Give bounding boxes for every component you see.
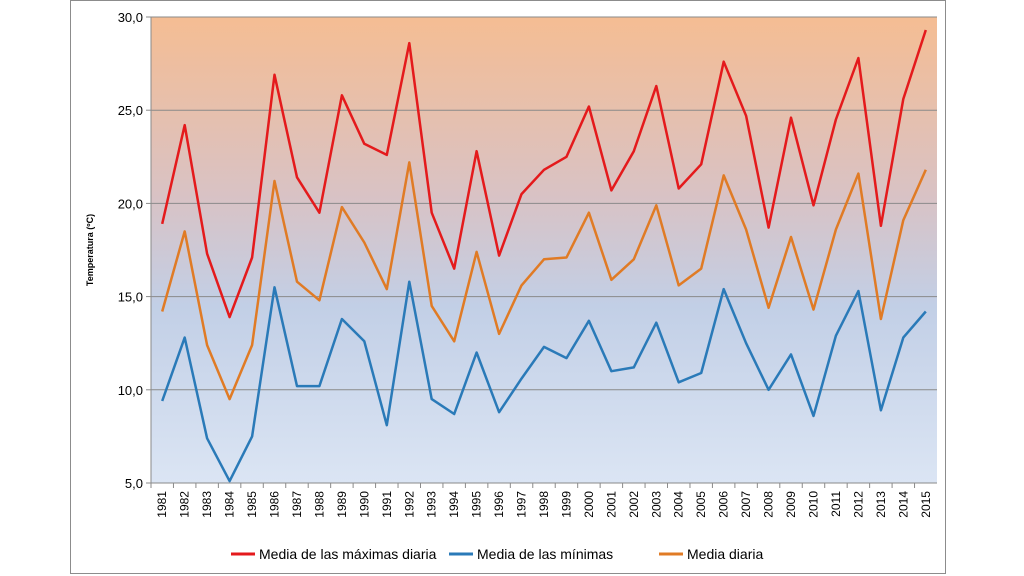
x-tick-label: 2004 bbox=[672, 491, 686, 518]
chart-frame: 5,0 10,0 15,0 20,0 25,0 30,0 1981 1982 1983 1984… bbox=[70, 0, 946, 574]
x-tick-label: 2014 bbox=[896, 491, 910, 518]
x-tick-label: 1998 bbox=[537, 491, 551, 518]
x-tick-label: 2001 bbox=[604, 491, 618, 518]
x-tick-label: 1983 bbox=[200, 491, 214, 518]
x-tick-label: 1985 bbox=[245, 491, 259, 518]
x-tick-label: 2006 bbox=[717, 491, 731, 518]
x-tick-label: 1994 bbox=[447, 491, 461, 518]
y-tick-label: 30,0 bbox=[118, 10, 143, 25]
y-tick-label: 10,0 bbox=[118, 383, 143, 398]
x-tick-label: 1995 bbox=[470, 491, 484, 518]
x-tick-label: 1996 bbox=[492, 491, 506, 518]
x-tick-label: 1999 bbox=[559, 491, 573, 518]
y-tick-label: 5,0 bbox=[125, 476, 143, 491]
x-tick-label: 1989 bbox=[335, 491, 349, 518]
x-tick-label: 1997 bbox=[515, 491, 529, 518]
y-tick-label: 20,0 bbox=[118, 196, 143, 211]
series-line-2 bbox=[161, 280, 927, 483]
x-tick-label: 2000 bbox=[582, 491, 596, 518]
x-tick-label: 1986 bbox=[268, 491, 282, 518]
x-tick-label: 1988 bbox=[312, 491, 326, 518]
x-tick-label: 2009 bbox=[784, 491, 798, 518]
series-line-3 bbox=[160, 161, 927, 401]
x-tick-label: 1984 bbox=[223, 491, 237, 518]
x-tick-label: 2012 bbox=[851, 491, 865, 518]
line-chart: 5,0 10,0 15,0 20,0 25,0 30,0 1981 1982 1983 1984… bbox=[85, 10, 937, 562]
x-tick-label: 2002 bbox=[627, 491, 641, 518]
series-lines bbox=[160, 29, 927, 483]
x-tick-label: 1993 bbox=[425, 491, 439, 518]
y-tick-label: 25,0 bbox=[118, 103, 143, 118]
x-tick-label: 1987 bbox=[290, 491, 304, 518]
x-tick-label: 2008 bbox=[762, 491, 776, 518]
x-tick-label: 1990 bbox=[357, 491, 371, 518]
legend: Media de las máximas diaria Media de las … bbox=[231, 546, 763, 562]
legend-item: Media de las mínimas bbox=[449, 546, 613, 562]
series-line-1 bbox=[160, 29, 927, 319]
x-axis-ticks: 1981 1982 1983 1984 1985 1986 1987 1988 1989 1990… bbox=[150, 483, 933, 518]
x-tick-label: 1982 bbox=[178, 491, 192, 518]
x-tick-label: 1981 bbox=[155, 491, 169, 518]
y-axis-label: Temperatura (ºC) bbox=[85, 214, 95, 286]
legend-item: Media de las máximas diaria bbox=[231, 546, 437, 562]
legend-label: Media de las máximas diaria bbox=[259, 546, 437, 562]
axes bbox=[150, 17, 937, 484]
x-tick-label: 1992 bbox=[402, 491, 416, 518]
x-tick-label: 2013 bbox=[874, 491, 888, 518]
plot-area bbox=[151, 17, 937, 483]
legend-label: Media diaria bbox=[687, 546, 763, 562]
x-tick-label: 2003 bbox=[649, 491, 663, 518]
x-tick-label: 2015 bbox=[919, 491, 933, 518]
y-tick-label: 15,0 bbox=[118, 290, 143, 305]
x-tick-label: 2010 bbox=[806, 491, 820, 518]
legend-label: Media de las mínimas bbox=[477, 546, 613, 562]
x-tick-label: 2007 bbox=[739, 491, 753, 518]
x-tick-label: 2011 bbox=[829, 491, 843, 517]
x-tick-label: 2005 bbox=[694, 491, 708, 518]
x-tick-label: 1991 bbox=[380, 491, 394, 518]
legend-item: Media diaria bbox=[659, 546, 763, 562]
y-axis-ticks: 5,0 10,0 15,0 20,0 25,0 30,0 bbox=[118, 10, 151, 491]
